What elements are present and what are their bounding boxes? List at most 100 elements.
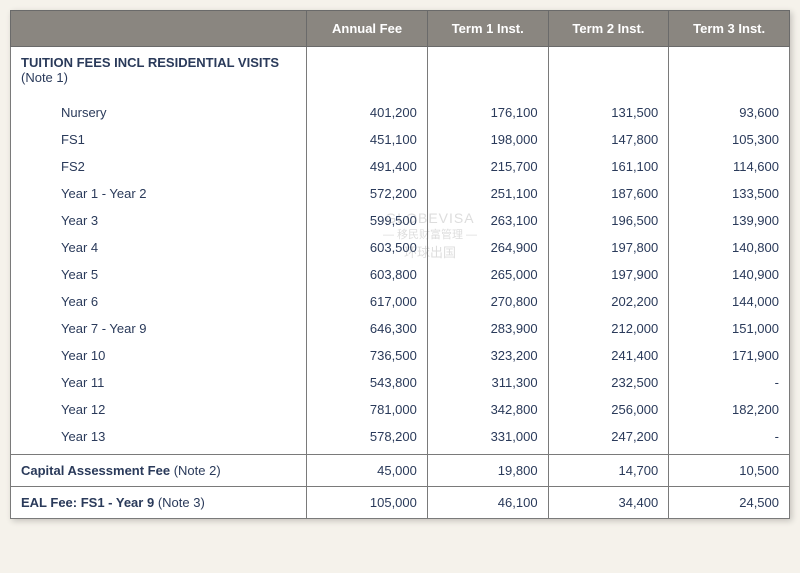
footer-term3: 10,500 xyxy=(669,455,790,487)
row-term2: 197,900 xyxy=(548,261,669,288)
table-body: TUITION FEES INCL RESIDENTIAL VISITS (No… xyxy=(11,47,790,519)
row-term3: 151,000 xyxy=(669,315,790,342)
row-term2: 131,500 xyxy=(548,87,669,126)
row-label: Nursery xyxy=(11,87,307,126)
footer-annual: 105,000 xyxy=(307,487,428,519)
table-row: Year 13578,200331,000247,200- xyxy=(11,423,790,455)
row-term1: 264,900 xyxy=(427,234,548,261)
row-annual: 617,000 xyxy=(307,288,428,315)
row-term3: 140,800 xyxy=(669,234,790,261)
row-annual: 572,200 xyxy=(307,180,428,207)
row-term1: 176,100 xyxy=(427,87,548,126)
section-blank xyxy=(548,47,669,88)
row-label: FS1 xyxy=(11,126,307,153)
row-term2: 196,500 xyxy=(548,207,669,234)
row-annual: 543,800 xyxy=(307,369,428,396)
table-row: Nursery401,200176,100131,50093,600 xyxy=(11,87,790,126)
header-row: Annual Fee Term 1 Inst. Term 2 Inst. Ter… xyxy=(11,11,790,47)
row-label: Year 3 xyxy=(11,207,307,234)
footer-row: Capital Assessment Fee (Note 2)45,00019,… xyxy=(11,455,790,487)
row-term3: 139,900 xyxy=(669,207,790,234)
table-row: Year 6617,000270,800202,200144,000 xyxy=(11,288,790,315)
col-header-annual: Annual Fee xyxy=(307,11,428,47)
section-blank xyxy=(427,47,548,88)
row-term1: 323,200 xyxy=(427,342,548,369)
row-term3: 114,600 xyxy=(669,153,790,180)
table-row: FS1451,100198,000147,800105,300 xyxy=(11,126,790,153)
row-label: Year 1 - Year 2 xyxy=(11,180,307,207)
row-label: Year 4 xyxy=(11,234,307,261)
footer-note: (Note 2) xyxy=(174,463,221,478)
row-annual: 736,500 xyxy=(307,342,428,369)
row-term3: 93,600 xyxy=(669,87,790,126)
row-annual: 599,500 xyxy=(307,207,428,234)
section-row: TUITION FEES INCL RESIDENTIAL VISITS (No… xyxy=(11,47,790,88)
row-term3: 182,200 xyxy=(669,396,790,423)
row-label: Year 10 xyxy=(11,342,307,369)
table-row: Year 11543,800311,300232,500- xyxy=(11,369,790,396)
row-annual: 578,200 xyxy=(307,423,428,455)
row-term3: - xyxy=(669,369,790,396)
row-annual: 603,500 xyxy=(307,234,428,261)
row-term3: - xyxy=(669,423,790,455)
row-term1: 263,100 xyxy=(427,207,548,234)
footer-term3: 24,500 xyxy=(669,487,790,519)
fees-table: Annual Fee Term 1 Inst. Term 2 Inst. Ter… xyxy=(10,10,790,519)
row-term2: 147,800 xyxy=(548,126,669,153)
row-label: FS2 xyxy=(11,153,307,180)
row-annual: 451,100 xyxy=(307,126,428,153)
row-term3: 144,000 xyxy=(669,288,790,315)
section-blank xyxy=(307,47,428,88)
fees-table-container: Annual Fee Term 1 Inst. Term 2 Inst. Ter… xyxy=(10,10,790,519)
table-row: Year 3599,500263,100196,500139,900 xyxy=(11,207,790,234)
table-row: Year 12781,000342,800256,000182,200 xyxy=(11,396,790,423)
row-annual: 646,300 xyxy=(307,315,428,342)
row-term1: 265,000 xyxy=(427,261,548,288)
table-row: Year 1 - Year 2572,200251,100187,600133,… xyxy=(11,180,790,207)
col-header-term2: Term 2 Inst. xyxy=(548,11,669,47)
section-title: TUITION FEES INCL RESIDENTIAL VISITS xyxy=(21,55,279,70)
footer-term2: 34,400 xyxy=(548,487,669,519)
row-term2: 232,500 xyxy=(548,369,669,396)
row-annual: 781,000 xyxy=(307,396,428,423)
section-blank xyxy=(669,47,790,88)
row-term3: 133,500 xyxy=(669,180,790,207)
row-term1: 283,900 xyxy=(427,315,548,342)
col-header-term3: Term 3 Inst. xyxy=(669,11,790,47)
footer-label: EAL Fee: FS1 - Year 9 (Note 3) xyxy=(11,487,307,519)
row-term2: 256,000 xyxy=(548,396,669,423)
footer-row: EAL Fee: FS1 - Year 9 (Note 3)105,00046,… xyxy=(11,487,790,519)
row-term1: 331,000 xyxy=(427,423,548,455)
footer-term2: 14,700 xyxy=(548,455,669,487)
row-term3: 140,900 xyxy=(669,261,790,288)
row-label: Year 5 xyxy=(11,261,307,288)
row-annual: 401,200 xyxy=(307,87,428,126)
table-row: Year 7 - Year 9646,300283,900212,000151,… xyxy=(11,315,790,342)
row-term1: 342,800 xyxy=(427,396,548,423)
row-term1: 198,000 xyxy=(427,126,548,153)
table-row: Year 10736,500323,200241,400171,900 xyxy=(11,342,790,369)
row-label: Year 6 xyxy=(11,288,307,315)
row-term2: 212,000 xyxy=(548,315,669,342)
row-label: Year 7 - Year 9 xyxy=(11,315,307,342)
col-header-term1: Term 1 Inst. xyxy=(427,11,548,47)
footer-label: Capital Assessment Fee (Note 2) xyxy=(11,455,307,487)
section-note: (Note 1) xyxy=(21,70,68,85)
row-term2: 161,100 xyxy=(548,153,669,180)
row-term2: 197,800 xyxy=(548,234,669,261)
row-term3: 105,300 xyxy=(669,126,790,153)
row-annual: 491,400 xyxy=(307,153,428,180)
row-term2: 187,600 xyxy=(548,180,669,207)
section-title-cell: TUITION FEES INCL RESIDENTIAL VISITS (No… xyxy=(11,47,307,88)
row-annual: 603,800 xyxy=(307,261,428,288)
row-term1: 311,300 xyxy=(427,369,548,396)
footer-term1: 46,100 xyxy=(427,487,548,519)
row-term1: 270,800 xyxy=(427,288,548,315)
row-term3: 171,900 xyxy=(669,342,790,369)
footer-note: (Note 3) xyxy=(158,495,205,510)
table-row: FS2491,400215,700161,100114,600 xyxy=(11,153,790,180)
row-label: Year 12 xyxy=(11,396,307,423)
table-row: Year 5603,800265,000197,900140,900 xyxy=(11,261,790,288)
row-term1: 251,100 xyxy=(427,180,548,207)
row-term2: 247,200 xyxy=(548,423,669,455)
